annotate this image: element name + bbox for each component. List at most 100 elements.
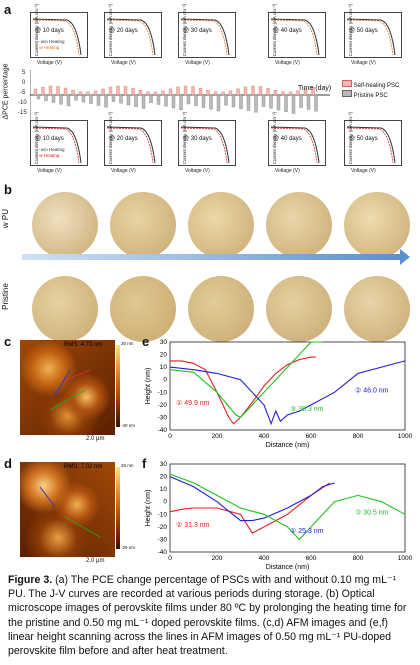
y-tick: 10	[160, 486, 168, 493]
bar-pristine	[254, 94, 258, 113]
jv-days-label: @ 40 days	[273, 28, 302, 34]
x-tick: 800	[353, 433, 364, 440]
bar-pristine	[291, 94, 296, 114]
annotation: ② 46.0 nm	[355, 386, 389, 394]
annotation: ① 25.3 nm	[290, 527, 324, 535]
pce-tick-m5: -5	[20, 90, 26, 96]
jv-legend: — w/o Heating -- w Heating	[35, 39, 65, 50]
afm-c-colorbar	[116, 345, 120, 427]
bar-self-healing	[183, 85, 188, 96]
jv-days-label: @ 50 days	[349, 136, 378, 142]
pce-legend: Self-healing PSC Pristine PSC	[342, 80, 399, 100]
bar-self-healing	[281, 91, 285, 96]
bar-self-healing	[251, 85, 255, 96]
bar-pristine	[299, 94, 303, 108]
afm-d-zmax: 28 nm	[121, 463, 134, 468]
bar-pristine	[216, 94, 221, 112]
bar-pristine	[126, 94, 131, 106]
jv-days-label: @ 20 days	[109, 136, 138, 142]
series-line	[169, 476, 335, 522]
bar-pristine	[164, 94, 168, 107]
annotation: ③ 30.5 nm	[355, 508, 389, 516]
jv-mini-plot: @ 40 days Voltage (V) Current density (mA …	[268, 4, 326, 66]
jv-days-label: @ 30 days	[183, 28, 212, 34]
jv-days-label: @ 10 days	[35, 28, 64, 34]
bar-pristine	[134, 94, 138, 107]
panel-label-e: e	[142, 334, 150, 349]
plot-frame	[169, 341, 406, 431]
y-tick: -40	[158, 549, 168, 556]
bar-self-healing	[138, 89, 143, 96]
y-tick: -20	[158, 524, 168, 531]
y-tick: 0	[163, 377, 167, 384]
jv-current-label: Current density (mA cm⁻²)	[348, 3, 354, 57]
afm-d-rms: RMS: 7.02 nm	[64, 464, 103, 470]
bar-pristine	[171, 94, 176, 109]
panel-label-c: c	[4, 334, 12, 349]
bar-self-healing	[168, 88, 173, 96]
afm-d-zmin: -29 nm	[121, 545, 136, 550]
b-row1-label: w PU	[1, 208, 11, 229]
bar-self-healing	[243, 86, 248, 96]
bar-self-healing	[191, 86, 195, 96]
y-tick: 20	[160, 474, 168, 481]
optical-image	[266, 192, 332, 258]
delta-pce-chart	[30, 70, 330, 120]
panel-label-f: f	[142, 456, 147, 471]
x-tick: 800	[353, 555, 364, 562]
delta-pce-ylabel: ΔPCE percentage	[2, 63, 10, 120]
x-axis-label: Distance (nm)	[266, 442, 310, 449]
series-line	[169, 473, 406, 541]
bar-pristine	[119, 94, 123, 104]
bar-self-healing	[123, 86, 128, 96]
optical-image	[32, 276, 98, 342]
optical-image	[344, 276, 410, 342]
jv-mini-plot: @ 10 days Voltage (V) Current density (mA …	[30, 4, 88, 66]
caption-text: (a) The PCE change percentage of PSCs wi…	[8, 574, 407, 658]
bar-self-healing	[273, 90, 278, 96]
bar-self-healing	[41, 86, 45, 96]
x-tick: 0	[168, 433, 172, 440]
bar-self-healing	[221, 91, 225, 96]
bar-pristine	[141, 94, 146, 109]
x-tick: 400	[259, 433, 270, 440]
bar-pristine	[314, 94, 318, 112]
annotation: ① 49.9 nm	[176, 399, 210, 407]
afm-c-zmin: -40 nm	[121, 423, 136, 428]
bar-self-healing	[146, 91, 150, 96]
legend-self-healing: Self-healing PSC	[353, 83, 400, 89]
jv-days-label: @ 50 days	[349, 28, 378, 34]
bar-pristine	[179, 94, 183, 110]
bar-pristine	[81, 94, 86, 103]
bar-self-healing	[303, 88, 308, 96]
bar-self-healing	[33, 88, 38, 96]
jv-days-label: @ 30 days	[183, 136, 212, 142]
bar-pristine	[156, 94, 161, 105]
pce-time-xlabel: Time (day)	[298, 85, 332, 92]
jv-mini-plot: @ 20 days Voltage (V) Current density (mA …	[104, 4, 162, 66]
panel-label-a: a	[4, 2, 12, 17]
jv-mini-plot: @ 50 days Voltage (V) Current density (mA …	[344, 112, 402, 174]
bar-pristine	[44, 94, 48, 101]
y-axis-label: Height (nm)	[145, 368, 152, 405]
jv-mini-plot: @ 10 days Voltage (V) Current density (mA …	[30, 112, 88, 174]
figure-caption: Figure 3. (a) The PCE change percentage …	[8, 573, 412, 658]
afm-c-scale: 2.0 μm	[86, 436, 105, 442]
jv-voltage-label: Voltage (V)	[37, 60, 62, 66]
series-line	[169, 482, 331, 534]
panel-label-b: b	[4, 182, 12, 197]
optical-image	[110, 276, 176, 342]
bar-self-healing	[161, 90, 165, 96]
bar-self-healing	[228, 90, 233, 96]
bar-self-healing	[206, 89, 210, 96]
bar-self-healing	[56, 86, 60, 96]
jv-voltage-label: Voltage (V)	[185, 60, 210, 66]
jv-mini-plot: @ 30 days Voltage (V) Current density (mA …	[178, 4, 236, 66]
jv-legend: — w/o Heating -- w Heating	[35, 147, 65, 158]
jv-days-label: @ 40 days	[273, 136, 302, 142]
jv-current-label: Current density (mA cm⁻²)	[272, 3, 278, 57]
x-tick: 200	[212, 555, 223, 562]
pce-tick-0: 0	[22, 80, 26, 86]
y-tick: -10	[158, 511, 168, 518]
series-line	[169, 360, 406, 426]
